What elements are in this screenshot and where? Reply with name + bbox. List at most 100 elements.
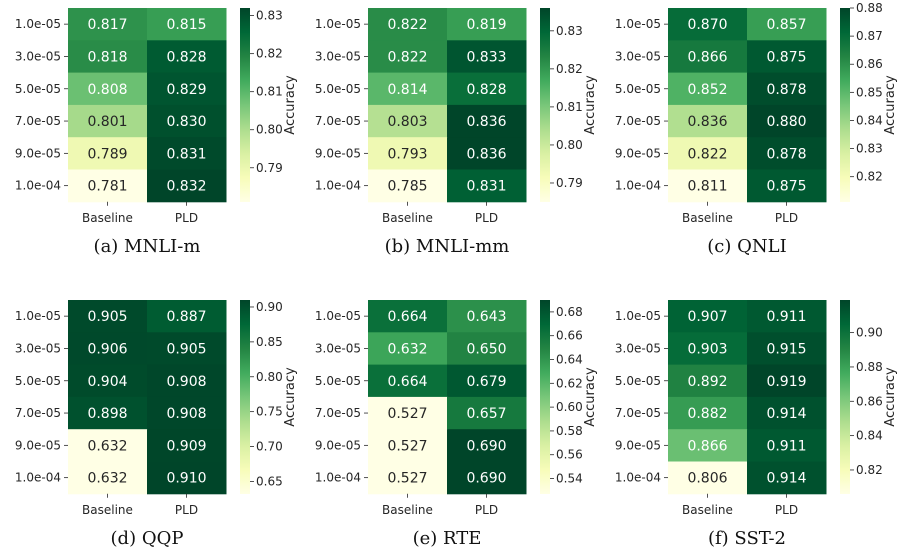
panel-caption: (d) QQP bbox=[111, 528, 184, 549]
cell-value-label: 0.919 bbox=[766, 374, 806, 390]
cell-value-label: 0.903 bbox=[687, 341, 727, 357]
heatmap-cell bbox=[447, 72, 527, 106]
cell-value-label: 0.836 bbox=[466, 146, 506, 162]
cell-value-label: 0.866 bbox=[687, 49, 727, 65]
cell-value-label: 0.870 bbox=[687, 17, 727, 33]
cell-value-label: 0.880 bbox=[766, 114, 806, 130]
cell-value-label: 0.632 bbox=[87, 471, 127, 487]
heatmap-cell bbox=[747, 396, 827, 430]
x-tick-label: PLD bbox=[175, 211, 198, 225]
heatmap-cell bbox=[668, 429, 748, 462]
heatmap-cell bbox=[68, 364, 148, 398]
cell-value-label: 0.679 bbox=[466, 374, 506, 390]
heatmap-cell bbox=[668, 461, 748, 495]
colorbar bbox=[540, 8, 550, 202]
heatmap-cell bbox=[747, 104, 827, 138]
cell-value-label: 0.914 bbox=[766, 471, 806, 487]
heatmap-cell bbox=[668, 332, 748, 366]
y-tick-label: 3.0e-05 bbox=[615, 341, 661, 355]
colorbar-tick-label: 0.81 bbox=[556, 100, 583, 114]
heatmap-cell bbox=[68, 300, 148, 333]
x-tick-label: Baseline bbox=[682, 211, 733, 225]
cell-value-label: 0.828 bbox=[466, 82, 506, 98]
y-tick-label: 3.0e-05 bbox=[15, 341, 61, 355]
colorbar-tick-label: 0.83 bbox=[856, 142, 883, 156]
cell-value-label: 0.905 bbox=[166, 341, 206, 357]
cell-value-label: 0.643 bbox=[466, 309, 506, 325]
heatmap-cell bbox=[147, 429, 227, 462]
cell-value-label: 0.878 bbox=[766, 146, 806, 162]
heatmap-cell bbox=[68, 72, 148, 106]
heatmap-cell bbox=[147, 396, 227, 430]
cell-value-label: 0.527 bbox=[387, 471, 427, 487]
colorbar bbox=[540, 300, 550, 494]
colorbar-tick-label: 0.90 bbox=[256, 300, 283, 314]
colorbar-tick-label: 0.83 bbox=[556, 24, 583, 38]
cell-value-label: 0.818 bbox=[87, 49, 127, 65]
heatmap-cell bbox=[447, 8, 527, 41]
x-tick-label: PLD bbox=[775, 211, 798, 225]
y-tick-label: 3.0e-05 bbox=[15, 49, 61, 63]
colorbar-tick-label: 0.84 bbox=[856, 429, 883, 443]
y-tick-label: 5.0e-05 bbox=[315, 82, 361, 96]
cell-value-label: 0.801 bbox=[87, 114, 127, 130]
cell-value-label: 0.914 bbox=[766, 406, 806, 422]
heatmap-cell bbox=[68, 169, 148, 203]
panel-caption: (a) MNLI-m bbox=[94, 236, 201, 257]
cell-value-label: 0.814 bbox=[387, 82, 427, 98]
heatmap-cell bbox=[447, 169, 527, 203]
heatmap-cell bbox=[447, 429, 527, 462]
cell-value-label: 0.908 bbox=[166, 406, 206, 422]
colorbar-axis-label: Accuracy bbox=[583, 367, 598, 427]
y-tick-label: 1.0e-05 bbox=[15, 309, 61, 323]
colorbar-tick-label: 0.85 bbox=[856, 85, 883, 99]
panel-caption: (e) RTE bbox=[413, 528, 482, 549]
cell-value-label: 0.657 bbox=[466, 406, 506, 422]
heatmap-cell bbox=[368, 332, 448, 366]
cell-value-label: 0.828 bbox=[166, 49, 206, 65]
cell-value-label: 0.907 bbox=[687, 309, 727, 325]
x-tick-label: Baseline bbox=[682, 503, 733, 517]
heatmap-cell bbox=[747, 169, 827, 203]
heatmap-cell bbox=[68, 461, 148, 495]
colorbar-tick-label: 0.82 bbox=[256, 47, 283, 61]
y-tick-label: 9.0e-05 bbox=[315, 438, 361, 452]
y-tick-label: 9.0e-05 bbox=[615, 146, 661, 160]
cell-value-label: 0.664 bbox=[387, 309, 427, 325]
y-tick-label: 1.0e-04 bbox=[615, 471, 661, 485]
colorbar-tick-label: 0.86 bbox=[856, 57, 883, 71]
heatmap-panel-5: 0.664 0.643 1.0e-05 0.632 0.650 3.0e-05 0.664 0… bbox=[315, 300, 598, 549]
y-tick-label: 7.0e-05 bbox=[315, 406, 361, 420]
heatmap-cell bbox=[68, 8, 148, 41]
heatmap-cell bbox=[668, 8, 748, 41]
heatmap-panel-2: 0.822 0.819 1.0e-05 0.822 0.833 3.0e-05 0.814 0… bbox=[315, 8, 598, 257]
cell-value-label: 0.905 bbox=[87, 309, 127, 325]
heatmap-cell bbox=[147, 8, 227, 41]
x-tick-label: PLD bbox=[475, 503, 498, 517]
heatmap-cell bbox=[747, 332, 827, 366]
colorbar bbox=[840, 300, 850, 494]
cell-value-label: 0.690 bbox=[466, 471, 506, 487]
heatmap-cell bbox=[368, 137, 448, 170]
heatmap-cell bbox=[147, 40, 227, 74]
cell-value-label: 0.833 bbox=[466, 49, 506, 65]
colorbar bbox=[840, 8, 850, 202]
colorbar-tick-label: 0.82 bbox=[856, 170, 883, 184]
cell-value-label: 0.910 bbox=[166, 471, 206, 487]
heatmap-cell bbox=[747, 429, 827, 462]
y-tick-label: 7.0e-05 bbox=[615, 114, 661, 128]
cell-value-label: 0.650 bbox=[466, 341, 506, 357]
colorbar-tick-label: 0.60 bbox=[556, 400, 583, 414]
colorbar-tick-label: 0.82 bbox=[556, 62, 583, 76]
y-tick-label: 5.0e-05 bbox=[615, 374, 661, 388]
cell-value-label: 0.829 bbox=[166, 82, 206, 98]
x-tick-label: PLD bbox=[475, 211, 498, 225]
colorbar-tick-label: 0.84 bbox=[856, 113, 883, 127]
heatmap-cell bbox=[668, 104, 748, 138]
cell-value-label: 0.831 bbox=[466, 179, 506, 195]
heatmap-cell bbox=[747, 300, 827, 333]
heatmap-cell bbox=[368, 429, 448, 462]
y-tick-label: 3.0e-05 bbox=[615, 49, 661, 63]
cell-value-label: 0.817 bbox=[87, 17, 127, 33]
y-tick-label: 5.0e-05 bbox=[615, 82, 661, 96]
